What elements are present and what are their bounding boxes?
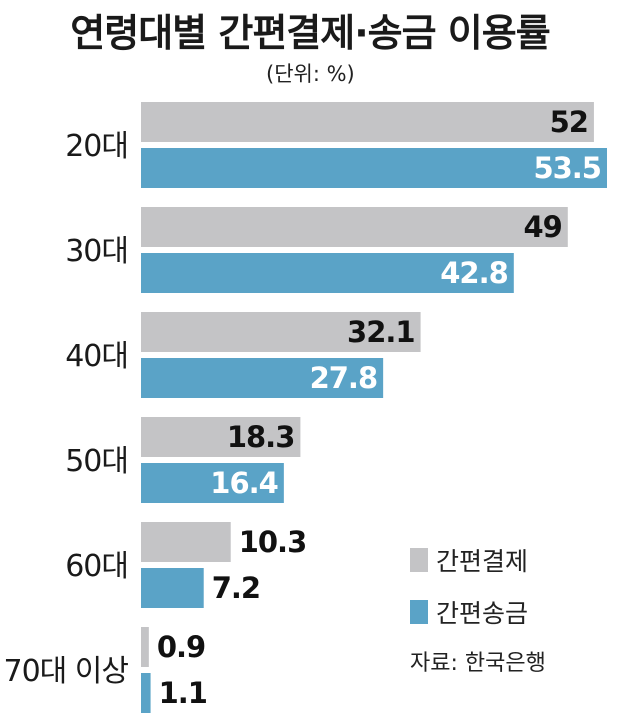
- data-label: 52: [550, 105, 588, 139]
- chart-title: 연령대별 간편결제·송금 이용률: [70, 11, 550, 55]
- data-label: 32.1: [347, 315, 415, 349]
- unit-label: (단위: %): [266, 62, 355, 86]
- bar-payment: [141, 522, 231, 562]
- data-label: 42.8: [440, 256, 508, 290]
- category-label: 50대: [65, 444, 128, 479]
- bar-transfer: [141, 358, 384, 398]
- data-label: 0.9: [157, 630, 205, 664]
- legend-swatch-transfer: [410, 600, 428, 624]
- data-label: 10.3: [239, 525, 307, 559]
- category-label: 60대: [65, 549, 128, 584]
- category-label: 70대 이상: [3, 654, 128, 689]
- data-label: 27.8: [310, 361, 378, 395]
- legend-label-transfer: 간편송금: [436, 599, 528, 628]
- bar-transfer: [141, 148, 607, 188]
- bar-transfer: [141, 253, 514, 293]
- data-label: 7.2: [212, 571, 260, 605]
- category-label: 40대: [65, 339, 128, 374]
- category-label: 20대: [65, 129, 128, 164]
- data-label: 16.4: [210, 466, 278, 500]
- bar-transfer: [141, 673, 151, 713]
- data-label: 49: [523, 210, 561, 244]
- legend-swatch-payment: [410, 548, 428, 572]
- bars-layer: [141, 102, 607, 713]
- legend: 간편결제 간편송금: [410, 547, 528, 628]
- data-label: 53.5: [533, 151, 601, 185]
- bar-payment: [141, 312, 421, 352]
- data-label: 1.1: [159, 676, 207, 710]
- bar-payment: [141, 627, 149, 667]
- labels-layer: 20대 52 53.5 30대 49 42.8 40대 32.1 27.8 50대 18.3 16.4…: [3, 105, 602, 710]
- bar-transfer: [141, 568, 204, 608]
- bar-transfer: [141, 463, 284, 503]
- bar-payment: [141, 417, 301, 457]
- category-label: 30대: [65, 234, 128, 269]
- source-label: 자료: 한국은행: [410, 651, 546, 676]
- bar-payment: [141, 207, 568, 247]
- bar-payment: [141, 102, 594, 142]
- legend-label-payment: 간편결제: [436, 547, 528, 576]
- data-label: 18.3: [227, 420, 295, 454]
